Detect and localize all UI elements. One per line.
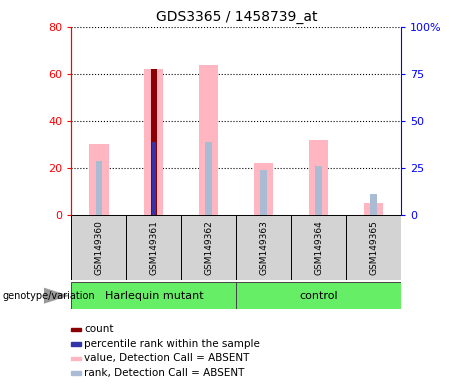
Text: GSM149361: GSM149361 — [149, 220, 159, 275]
Text: GSM149365: GSM149365 — [369, 220, 378, 275]
Bar — [71, 282, 236, 309]
Bar — [254, 163, 273, 215]
Bar — [236, 282, 401, 309]
Bar — [152, 142, 155, 215]
Bar — [260, 170, 267, 215]
Bar — [309, 140, 328, 215]
Bar — [71, 342, 81, 346]
Bar — [364, 203, 383, 215]
Polygon shape — [44, 288, 69, 304]
Bar — [151, 142, 157, 215]
Text: value, Detection Call = ABSENT: value, Detection Call = ABSENT — [84, 353, 249, 363]
Bar — [144, 69, 164, 215]
Text: genotype/variation: genotype/variation — [2, 291, 95, 301]
Bar — [236, 215, 291, 280]
Bar — [315, 166, 322, 215]
Bar — [71, 215, 126, 280]
Text: GSM149362: GSM149362 — [204, 220, 213, 275]
Text: count: count — [84, 324, 114, 334]
Text: GSM149364: GSM149364 — [314, 220, 323, 275]
Bar — [95, 161, 102, 215]
Text: rank, Detection Call = ABSENT: rank, Detection Call = ABSENT — [84, 368, 245, 378]
Bar — [199, 65, 219, 215]
Bar — [370, 194, 377, 215]
Bar — [346, 215, 401, 280]
Bar — [151, 69, 157, 215]
Bar — [126, 215, 181, 280]
Bar — [71, 357, 81, 360]
Text: GSM149363: GSM149363 — [259, 220, 268, 275]
Text: percentile rank within the sample: percentile rank within the sample — [84, 339, 260, 349]
Bar — [206, 142, 212, 215]
Text: Harlequin mutant: Harlequin mutant — [105, 291, 203, 301]
Bar — [71, 328, 81, 331]
Bar — [291, 215, 346, 280]
Bar — [89, 144, 108, 215]
Text: GSM149360: GSM149360 — [95, 220, 103, 275]
Bar — [71, 371, 81, 375]
Bar — [181, 215, 236, 280]
Text: control: control — [299, 291, 338, 301]
Title: GDS3365 / 1458739_at: GDS3365 / 1458739_at — [155, 10, 317, 25]
